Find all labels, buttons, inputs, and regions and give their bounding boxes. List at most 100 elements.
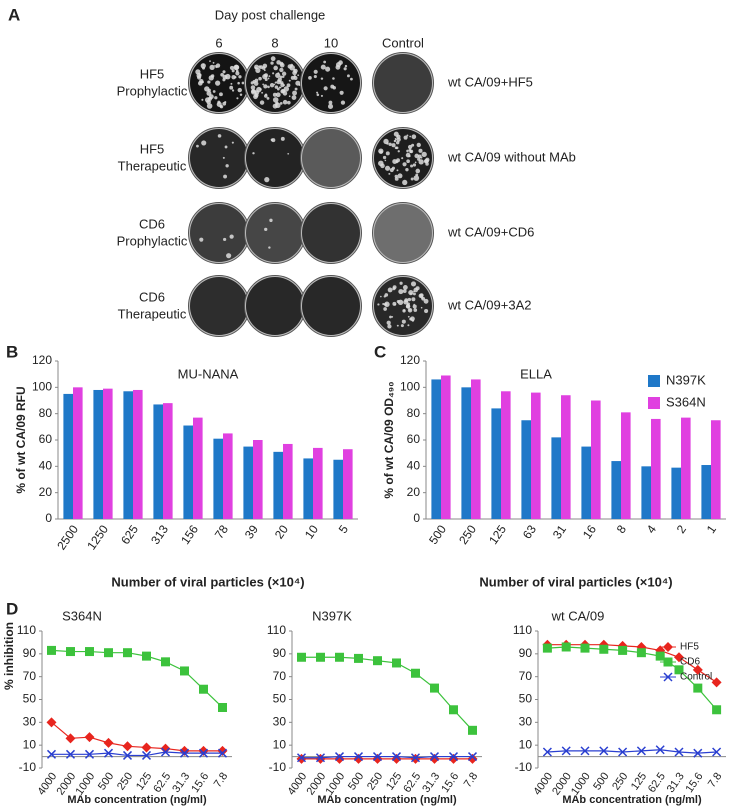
plaque	[279, 101, 283, 105]
plaque	[335, 62, 342, 68]
plaque	[262, 83, 265, 86]
plaque	[411, 143, 415, 147]
marker	[449, 705, 458, 715]
plaque	[277, 77, 282, 82]
plaque	[413, 175, 420, 181]
marker	[141, 750, 152, 760]
bar	[243, 446, 253, 519]
marker	[542, 643, 552, 653]
plaque	[383, 307, 387, 311]
bar	[431, 379, 441, 519]
plaque	[264, 78, 268, 82]
plate	[302, 204, 360, 262]
plaque	[313, 74, 317, 79]
plate	[374, 54, 432, 112]
chart-title: N397K	[312, 608, 352, 623]
plaque	[386, 142, 389, 145]
marker	[161, 657, 170, 667]
plaque	[396, 169, 399, 172]
marker	[335, 652, 344, 662]
plaque	[275, 92, 281, 98]
marker	[179, 748, 190, 758]
plaque	[413, 308, 418, 312]
marker	[663, 657, 673, 667]
plaque	[395, 140, 400, 145]
bar	[681, 417, 691, 519]
plaque	[266, 97, 270, 100]
plaque	[207, 80, 211, 84]
plaque	[377, 303, 380, 306]
plaque	[410, 164, 414, 168]
plaque	[258, 76, 262, 81]
plaque	[277, 72, 280, 75]
plaque	[395, 138, 397, 141]
y-tick-label: 60	[407, 432, 421, 446]
x-tick-label: 2500	[54, 522, 81, 552]
plaque	[207, 88, 211, 92]
plaque	[253, 94, 258, 100]
plaque	[409, 135, 412, 138]
bar	[283, 443, 293, 519]
marker	[160, 743, 171, 754]
plaque	[323, 60, 327, 64]
plaque	[402, 284, 408, 290]
plaque	[406, 149, 409, 153]
plate	[302, 129, 360, 187]
chart-title: ELLA	[520, 366, 552, 381]
x-tick-label: 63	[520, 522, 539, 541]
y-tick-label: 50	[23, 692, 37, 706]
plate	[246, 129, 304, 187]
marker	[373, 656, 382, 666]
plaque	[223, 237, 227, 242]
plaque	[399, 281, 403, 285]
marker	[84, 732, 95, 743]
row-label: HF5	[140, 66, 165, 81]
bar	[591, 400, 601, 519]
plaque	[292, 90, 298, 96]
marker	[448, 752, 459, 762]
plaque	[395, 160, 399, 164]
plate	[246, 204, 304, 262]
y-tick-label: 110	[17, 623, 36, 637]
x-tick-label: 2	[674, 522, 689, 536]
marker	[296, 753, 307, 763]
marker	[430, 683, 439, 693]
plate	[302, 277, 360, 335]
bar	[223, 433, 233, 519]
row-label: CD6	[139, 289, 165, 304]
bar	[183, 425, 193, 519]
marker	[198, 748, 209, 758]
marker	[712, 705, 722, 715]
x-tick-label: 20	[272, 522, 291, 541]
plaque	[411, 134, 417, 140]
row-label: CD6	[139, 216, 165, 231]
plaque	[339, 90, 344, 95]
y-tick-label: 50	[519, 692, 533, 706]
marker	[410, 753, 421, 764]
plaque	[293, 76, 298, 81]
plaque	[199, 237, 204, 242]
marker	[123, 648, 132, 658]
plaque	[288, 95, 291, 98]
x-tick-label: 31.3	[170, 771, 192, 795]
control-label: wt CA/09+HF5	[447, 74, 533, 89]
marker	[542, 747, 552, 757]
marker	[315, 753, 326, 763]
plaque	[392, 159, 398, 165]
x-tick-label: 500	[346, 771, 366, 793]
marker	[636, 648, 646, 658]
plaque	[252, 152, 255, 155]
legend-label: N397K	[666, 372, 706, 387]
bar	[73, 387, 83, 519]
plaque	[406, 159, 410, 164]
control-label: wt CA/09 without MAb	[447, 149, 576, 164]
bar	[521, 420, 531, 519]
x-tick-label: 4	[644, 522, 659, 536]
marker	[160, 747, 171, 757]
plaque	[404, 298, 409, 303]
plaque	[280, 136, 285, 141]
bar	[63, 393, 73, 519]
plaque	[407, 297, 412, 302]
legend-label: CD6	[680, 657, 700, 668]
plaque	[316, 93, 320, 97]
